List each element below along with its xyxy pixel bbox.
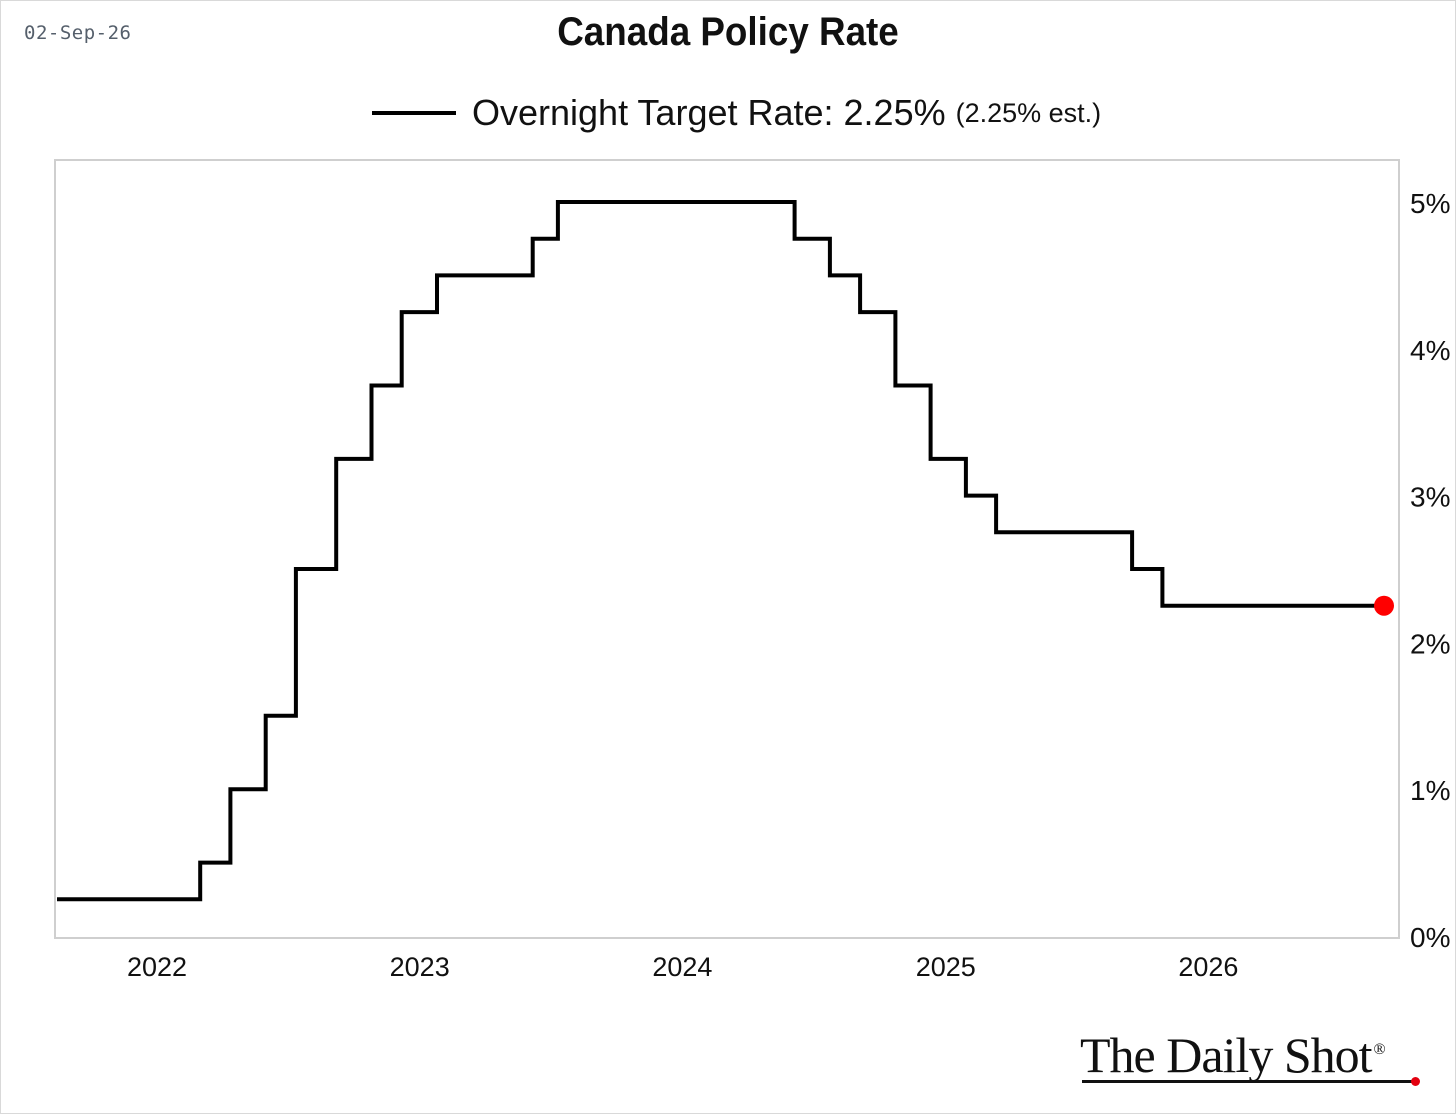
legend-line-swatch bbox=[372, 111, 456, 115]
last-value-marker bbox=[1374, 595, 1394, 616]
daily-shot-logo: The Daily Shot ® bbox=[1080, 1026, 1386, 1090]
plot-area bbox=[54, 159, 1400, 939]
chart-date: 02-Sep-26 bbox=[24, 22, 132, 44]
y-tick-label: 2% bbox=[1410, 628, 1450, 659]
legend: Overnight Target Rate: 2.25% (2.25% est.… bbox=[372, 88, 1101, 138]
x-tick-label: 2024 bbox=[652, 952, 712, 982]
x-tick-label: 2023 bbox=[390, 952, 450, 982]
y-tick-label: 1% bbox=[1410, 775, 1450, 806]
x-tick-label: 2026 bbox=[1178, 952, 1238, 982]
y-axis: 0% 1% 2% 3% 4% 5% bbox=[1410, 188, 1450, 953]
legend-estimate: (2.25% est.) bbox=[955, 97, 1102, 128]
logo-registered-mark: ® bbox=[1373, 1041, 1386, 1059]
y-tick-label: 5% bbox=[1410, 188, 1450, 219]
logo-underline bbox=[1082, 1080, 1412, 1083]
x-tick-label: 2022 bbox=[127, 952, 187, 982]
logo-red-dot bbox=[1411, 1077, 1420, 1086]
y-tick-label: 3% bbox=[1410, 482, 1450, 513]
y-tick-label: 0% bbox=[1410, 922, 1450, 953]
series-line-overnight-target-rate bbox=[57, 200, 1384, 902]
chart-title: Canada Policy Rate bbox=[557, 10, 899, 54]
legend-label: Overnight Target Rate: 2.25% bbox=[472, 92, 946, 133]
x-axis: 2022 2023 2024 2025 2026 bbox=[127, 952, 1238, 982]
y-tick-label: 4% bbox=[1410, 335, 1450, 366]
x-tick-label: 2025 bbox=[916, 952, 976, 982]
logo-text: The Daily Shot bbox=[1080, 1027, 1373, 1083]
